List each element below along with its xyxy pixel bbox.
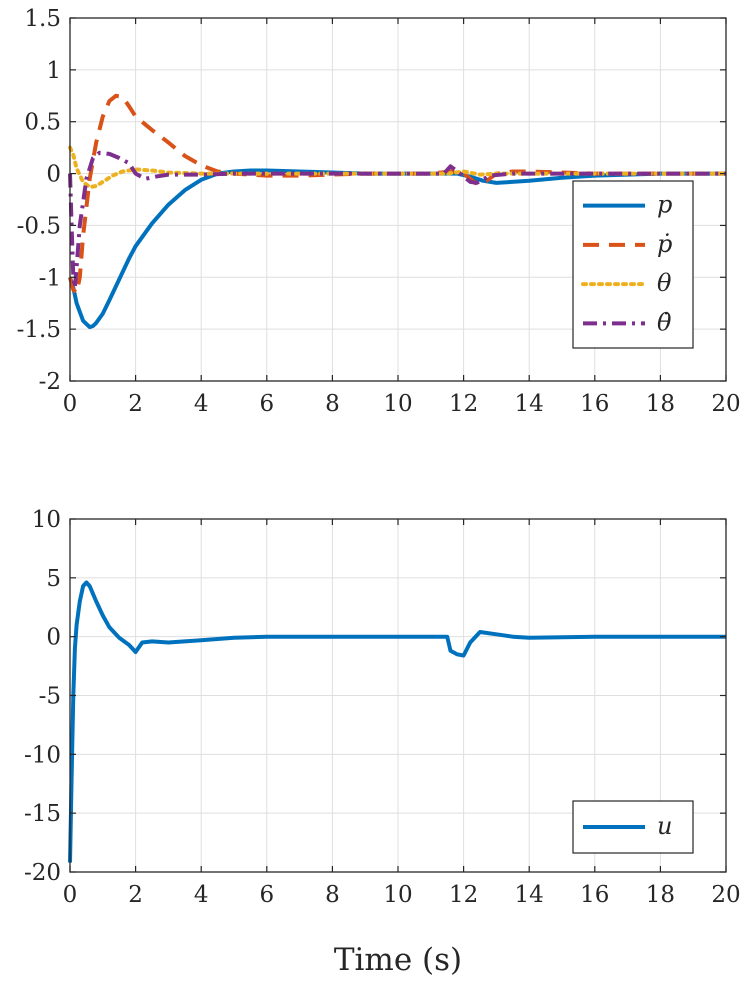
series-line-2 bbox=[68, 145, 728, 190]
legend-label: ṗ bbox=[657, 230, 672, 258]
y-tick-label: -0.5 bbox=[17, 213, 61, 239]
x-axis-label: Time (s) bbox=[334, 942, 462, 978]
y-tick-label: -15 bbox=[24, 801, 61, 827]
legend-label: u bbox=[657, 812, 672, 840]
y-tick-label: 0.5 bbox=[24, 110, 61, 136]
x-tick-label: 18 bbox=[646, 882, 675, 908]
x-tick-label: 12 bbox=[449, 882, 478, 908]
x-tick-label: 0 bbox=[63, 882, 78, 908]
y-tick-label: -2 bbox=[39, 369, 61, 395]
x-tick-label: 20 bbox=[711, 882, 740, 908]
y-tick-label: -10 bbox=[24, 742, 61, 768]
x-tick-label: 8 bbox=[325, 391, 340, 417]
y-tick-label: -1 bbox=[39, 265, 61, 291]
x-tick-label: 4 bbox=[194, 882, 209, 908]
x-tick-label: 16 bbox=[580, 882, 609, 908]
y-tick-label: -5 bbox=[39, 684, 61, 710]
y-tick-label: 5 bbox=[46, 566, 61, 592]
legend-label: θ̇ bbox=[657, 308, 672, 336]
x-tick-label: 8 bbox=[325, 882, 340, 908]
series-line-0 bbox=[68, 580, 726, 863]
series-line-3 bbox=[68, 150, 726, 290]
y-tick-label: -20 bbox=[24, 860, 61, 886]
bottom-plot-ticks: 0 2 4 6 8 10 12 14 16 18 20 10 5 0 -5 -10 -15 -20 bbox=[24, 507, 741, 908]
legend-label: p bbox=[657, 191, 672, 219]
x-tick-label: 20 bbox=[711, 391, 740, 417]
x-tick-label: 14 bbox=[515, 882, 544, 908]
legend-label: θ bbox=[657, 269, 672, 297]
x-tick-label: 0 bbox=[63, 391, 78, 417]
bottom-plot-series bbox=[68, 580, 726, 863]
x-tick-label: 6 bbox=[259, 882, 274, 908]
x-tick-label: 2 bbox=[128, 391, 143, 417]
legend-box bbox=[572, 180, 694, 349]
series-line-0 bbox=[68, 168, 726, 330]
top-plot: 0 2 4 6 8 10 12 14 16 18 20 1.5 1 0.5 0 -0.5 -1 -1.5 -2 pṗ… bbox=[17, 6, 741, 417]
y-tick-label: 10 bbox=[32, 507, 61, 533]
top-plot-ticks: 0 2 4 6 8 10 12 14 16 18 20 1.5 1 0.5 0 -0.5 -1 -1.5 -2 bbox=[17, 6, 741, 417]
y-tick-label: 1 bbox=[46, 58, 61, 84]
y-tick-label: 1.5 bbox=[24, 6, 61, 32]
y-tick-label: -1.5 bbox=[17, 317, 61, 343]
top-plot-legend: pṗθ θ̇ bbox=[572, 180, 694, 349]
bottom-plot-legend: u bbox=[572, 800, 694, 854]
y-tick-label: 0 bbox=[46, 162, 61, 188]
x-tick-label: 2 bbox=[128, 882, 143, 908]
top-plot-series bbox=[68, 93, 728, 330]
x-tick-label: 6 bbox=[259, 391, 274, 417]
x-tick-label: 4 bbox=[194, 391, 209, 417]
y-tick-label: 0 bbox=[46, 625, 61, 651]
x-tick-label: 14 bbox=[515, 391, 544, 417]
bottom-plot: 0 2 4 6 8 10 12 14 16 18 20 10 5 0 -5 -10 -15 -20 u bbox=[24, 507, 741, 908]
x-tick-label: 12 bbox=[449, 391, 478, 417]
x-tick-label: 18 bbox=[646, 391, 675, 417]
x-tick-label: 10 bbox=[383, 882, 412, 908]
x-tick-label: 16 bbox=[580, 391, 609, 417]
x-tick-label: 10 bbox=[383, 391, 412, 417]
